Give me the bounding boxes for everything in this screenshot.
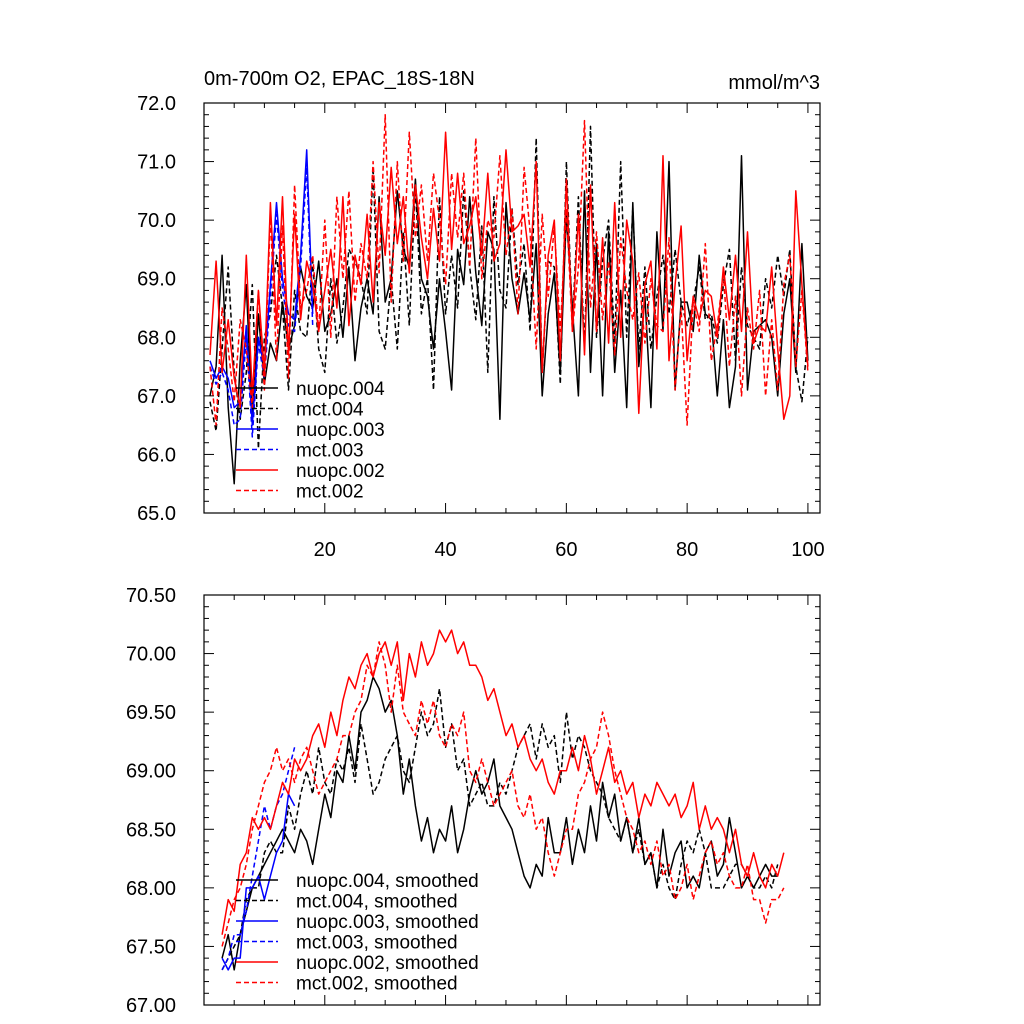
series-line-mct-003-smoothed <box>221 747 296 971</box>
series-line-mct-002-smoothed <box>221 641 785 947</box>
legend-label: nuopc.003, smoothed <box>296 912 479 933</box>
legend-label: mct.002 <box>296 482 364 503</box>
top-series-group <box>209 113 809 485</box>
y-tick-label: 70.50 <box>126 585 176 607</box>
y-tick-label: 67.00 <box>126 995 176 1017</box>
y-tick-label: 69.00 <box>126 761 176 783</box>
bottom-series-group <box>221 629 785 971</box>
bottom-plot-frame <box>203 594 821 1006</box>
series-line-nuopc-003-smoothed <box>221 793 296 971</box>
series-line-mct-003 <box>209 166 314 438</box>
y-tick-label: 67.0 <box>137 386 176 408</box>
x-tick-label: 100 <box>791 539 824 561</box>
legend-label: mct.003, smoothed <box>296 933 458 954</box>
y-tick-label: 69.0 <box>137 269 176 291</box>
bottom-panel: 67.00 67.50 68.00 68.50 69.00 69.50 70.00 70.50… <box>126 585 821 1017</box>
y-tick-label: 69.50 <box>126 702 176 724</box>
bottom-y-tick-labels: 67.00 67.50 68.00 68.50 69.00 69.50 70.00 70.50 <box>126 585 176 1017</box>
y-tick-label: 72.0 <box>137 93 176 115</box>
legend-label: mct.004, smoothed <box>296 892 458 913</box>
y-tick-label: 66.0 <box>137 444 176 466</box>
y-tick-label: 71.0 <box>137 152 176 174</box>
legend-label: nuopc.002, smoothed <box>296 953 479 974</box>
y-tick-label: 67.50 <box>126 936 176 958</box>
legend-label: nuopc.002 <box>296 461 385 482</box>
y-tick-label: 68.0 <box>137 327 176 349</box>
x-tick-label: 40 <box>434 539 456 561</box>
top-axis-ticks <box>204 102 820 514</box>
x-tick-label: 20 <box>314 539 336 561</box>
y-tick-label: 70.0 <box>137 210 176 232</box>
legend-label: nuopc.004 <box>296 379 385 400</box>
series-line-mct-004-smoothed <box>221 687 779 971</box>
legend-label: mct.004 <box>296 400 364 421</box>
x-tick-label: 80 <box>676 539 698 561</box>
top-y-tick-labels: 65.0 66.0 67.0 68.0 69.0 70.0 71.0 72.0 <box>137 93 176 525</box>
y-tick-label: 68.00 <box>126 878 176 900</box>
series-line-nuopc-002-smoothed <box>221 629 785 935</box>
legend-label: mct.003 <box>296 441 364 462</box>
legend-label: mct.002, smoothed <box>296 974 458 995</box>
chart-title: 0m-700m O2, EPAC_18S-18N <box>204 68 475 90</box>
top-plot-frame <box>203 102 821 514</box>
y-tick-label: 68.50 <box>126 819 176 841</box>
legend-label: nuopc.004, smoothed <box>296 871 479 892</box>
legend-label: nuopc.003 <box>296 420 385 441</box>
top-panel: 0m-700m O2, EPAC_18S-18N mmol/m^3 65.0 66… <box>137 68 825 561</box>
y-tick-label: 65.0 <box>137 503 176 525</box>
y-tick-label: 70.00 <box>126 644 176 666</box>
top-x-tick-labels: 20 40 60 80 100 <box>314 539 825 561</box>
x-tick-label: 60 <box>555 539 577 561</box>
top-legend: nuopc.004mct.004nuopc.003mct.003nuopc.00… <box>236 379 385 503</box>
units-label: mmol/m^3 <box>728 72 820 94</box>
series-line-mct-002 <box>209 113 809 426</box>
